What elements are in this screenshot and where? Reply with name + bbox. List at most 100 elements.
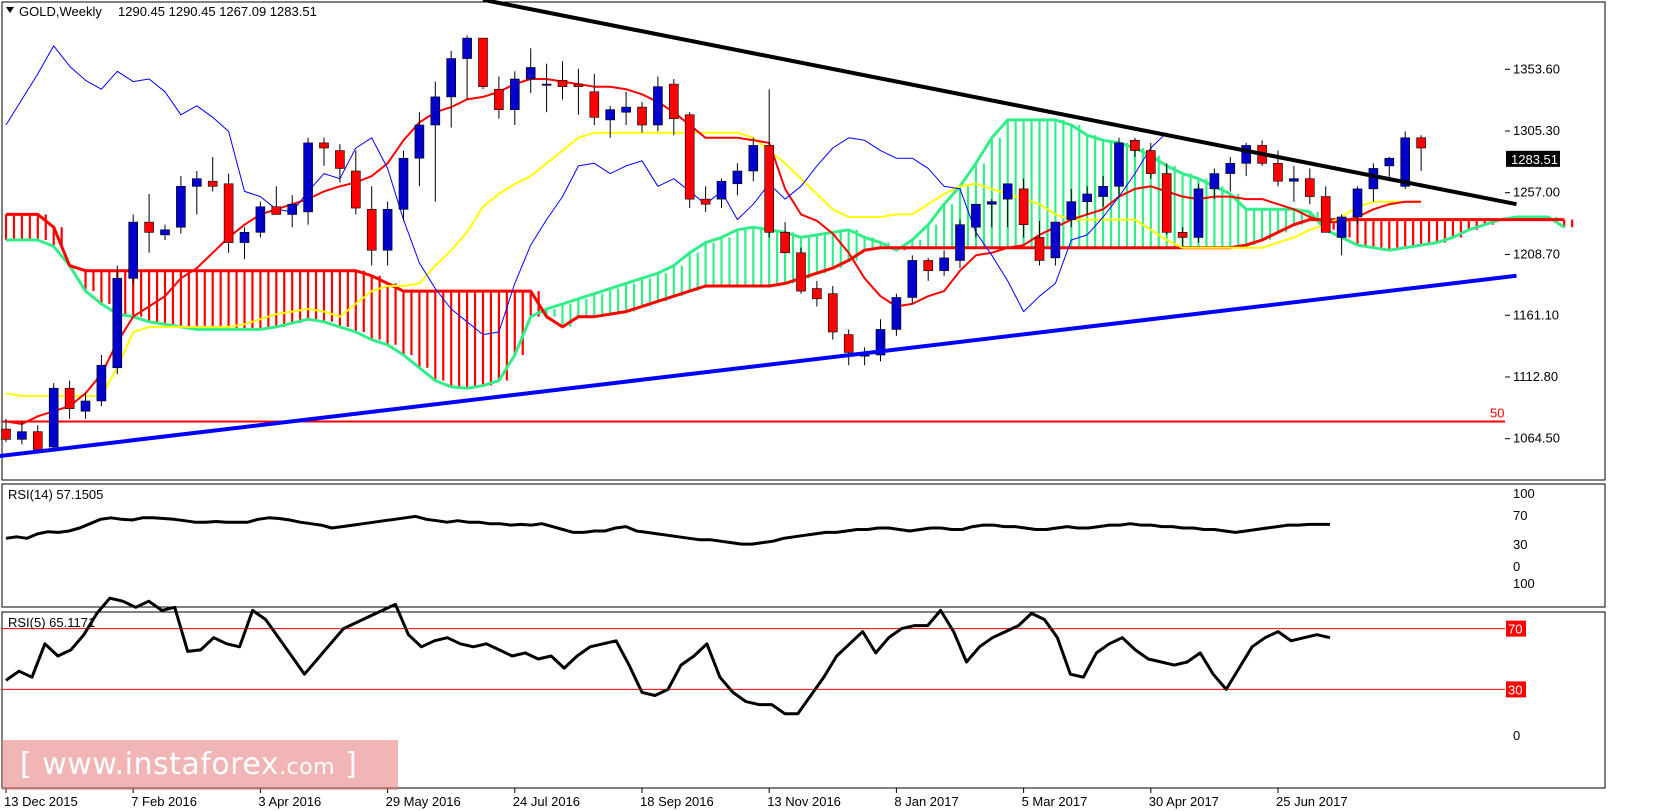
candle-body — [875, 329, 886, 356]
senkou-span-b-line — [6, 212, 1565, 329]
candle-body — [1018, 188, 1029, 225]
price-panel-frame — [1, 1, 1606, 481]
candle-body — [17, 431, 27, 440]
candle-body — [303, 142, 313, 213]
candle-body — [525, 67, 536, 80]
rsi5-tick-label: 30 — [1508, 682, 1522, 697]
rsi5-tick-label: 70 — [1508, 622, 1522, 637]
candle-body — [160, 229, 170, 236]
candle-body — [1384, 157, 1395, 167]
candle-body — [1273, 163, 1283, 182]
candle-body — [223, 183, 234, 243]
rsi5-line — [5, 596, 1331, 716]
candle-body — [1146, 150, 1156, 174]
candle-body — [1336, 216, 1347, 238]
support-trendline[interactable] — [0, 273, 1517, 459]
candle-body — [255, 206, 266, 233]
rsi14-tick-label: 100 — [1513, 486, 1535, 501]
level-label: 50 — [1490, 405, 1504, 420]
watermark-logo: [ www.instaforex.com ] — [2, 740, 398, 790]
candle-body — [748, 145, 759, 172]
candle-body — [541, 83, 552, 86]
rsi5-level-box — [1506, 681, 1526, 698]
candle-body — [64, 387, 75, 409]
kijun-sen-line — [5, 131, 1422, 397]
rsi5-level-box — [1506, 620, 1526, 637]
rsi14-title: RSI(14) 57.1505 — [8, 487, 103, 502]
candle-body — [366, 209, 377, 251]
candle-body — [764, 145, 775, 233]
rsi5-tick-label: 100 — [1513, 576, 1535, 591]
price-tick-label: 1208.70 — [1513, 246, 1560, 261]
date-tick-label: 13 Nov 2016 — [767, 794, 841, 809]
current-price-label: 1283.51 — [1511, 152, 1558, 167]
candle-body — [446, 58, 457, 98]
candle-body — [780, 232, 790, 254]
price-tick-label: 1064.50 — [1513, 431, 1560, 446]
candle-body — [1050, 221, 1061, 259]
date-tick-label: 30 Apr 2017 — [1149, 794, 1219, 809]
price-tick-label: 1257.00 — [1513, 185, 1560, 200]
candle-body — [716, 180, 727, 200]
date-tick-label: 24 Jul 2016 — [513, 794, 580, 809]
candle-body — [684, 114, 695, 200]
candle-body — [430, 96, 441, 126]
rsi5-panel-frame — [1, 611, 1606, 789]
candle-body — [637, 106, 647, 126]
candle-body — [1305, 178, 1315, 197]
candle-body — [605, 109, 616, 121]
candle-body — [494, 88, 504, 110]
date-tick-label: 25 Jun 2017 — [1276, 794, 1348, 809]
candle-body — [1034, 237, 1045, 261]
candle-body — [812, 288, 822, 300]
candle-body — [1400, 137, 1410, 187]
price-tick-label: 1353.60 — [1513, 61, 1560, 76]
candle-body — [335, 150, 345, 169]
candle-body — [1130, 140, 1140, 151]
candle-body — [509, 78, 520, 110]
candle-body — [732, 170, 743, 185]
date-tick-label: 5 Mar 2017 — [1022, 794, 1088, 809]
date-tick-label: 8 Jan 2017 — [894, 794, 958, 809]
date-tick-label: 18 Sep 2016 — [640, 794, 714, 809]
candle-body — [1002, 183, 1013, 200]
candle-body — [319, 142, 329, 149]
candle-body — [1177, 232, 1188, 238]
dropdown-triangle-icon[interactable] — [6, 7, 14, 13]
date-tick-label: 13 Dec 2015 — [4, 794, 78, 809]
trendlines — [0, 0, 1517, 459]
candle-body — [1225, 163, 1236, 174]
watermark-site: www.instaforex — [42, 747, 280, 782]
candle-body — [700, 198, 711, 205]
symbol-label: GOLD,Weekly — [19, 4, 102, 19]
candle-body — [96, 364, 107, 402]
candle-body — [239, 232, 250, 243]
watermark-bracket-close: ] — [345, 747, 358, 782]
ichimoku-cloud — [4, 118, 1574, 390]
watermark-bracket-open: [ — [20, 747, 33, 782]
rsi14-tick-label: 70 — [1513, 508, 1527, 523]
date-tick-label: 7 Feb 2016 — [131, 794, 197, 809]
price-tick-label: 1305.30 — [1513, 123, 1560, 138]
candle-body — [128, 221, 138, 279]
rsi14-tick-label: 30 — [1513, 537, 1527, 552]
candle-body — [1416, 137, 1426, 149]
resistance-trendline[interactable] — [482, 0, 1517, 207]
candle-body — [923, 260, 934, 271]
watermark-tld: .com — [279, 755, 336, 780]
rsi14-line — [5, 514, 1330, 546]
rsi14-tick-label: 0 — [1513, 559, 1520, 574]
candle-body — [1193, 188, 1204, 238]
candle-body — [414, 124, 425, 159]
rsi-panels: 100 70 30 0 100 70 30 0 — [2, 486, 1535, 743]
rsi5-title: RSI(5) 65.1171 — [8, 615, 95, 630]
candle-body — [350, 170, 361, 209]
candle-body — [1161, 173, 1172, 233]
ohlc-label: 1290.45 1290.45 1267.09 1283.51 — [118, 4, 317, 19]
candle-body — [907, 260, 918, 298]
current-price-box — [1506, 150, 1560, 167]
candle-body — [668, 83, 679, 119]
candle-body — [891, 297, 902, 330]
candle-body — [621, 106, 631, 113]
